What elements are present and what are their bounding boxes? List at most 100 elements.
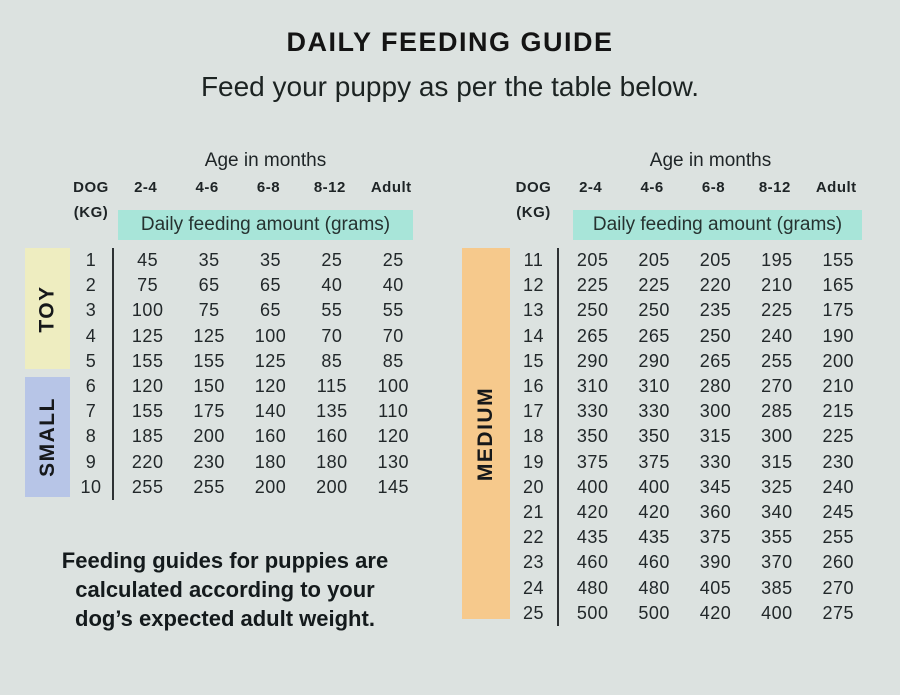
amount-cell: 210 bbox=[822, 376, 855, 397]
value-cells: 265 265 250 240 190 bbox=[557, 323, 869, 349]
amount-cell: 120 bbox=[377, 426, 410, 447]
kg-cell: 21 bbox=[522, 501, 545, 522]
amount-cell: 500 bbox=[638, 602, 670, 623]
amount-cell: 65 bbox=[259, 300, 281, 321]
amount-cell: 310 bbox=[638, 376, 670, 397]
feeding-amount-header: Daily feeding amount (grams) bbox=[573, 210, 862, 240]
kg-cell: 4 bbox=[85, 325, 97, 346]
table-row: 20 400 400 345 325 240 bbox=[510, 474, 869, 500]
amount-cell: 200 bbox=[254, 476, 287, 497]
amount-cell: 240 bbox=[822, 476, 855, 497]
amount-cell: 200 bbox=[822, 350, 855, 371]
value-cells: 45 35 35 25 25 bbox=[112, 248, 424, 274]
value-cells: 225 225 220 210 165 bbox=[557, 273, 869, 299]
amount-cell: 230 bbox=[822, 451, 855, 472]
table-row: 24 480 480 405 385 270 bbox=[510, 575, 869, 601]
table-row: 18 350 350 315 300 225 bbox=[510, 424, 869, 450]
age-col-header: 8-12 bbox=[758, 179, 791, 196]
kg-cell: 12 bbox=[522, 275, 545, 296]
value-cells: 330 330 300 285 215 bbox=[557, 399, 869, 425]
size-band-label: TOY bbox=[35, 284, 59, 333]
feeding-table-medium: Age in months DOG (KG) 2-4 4-6 6-8 8-12 Adul… bbox=[462, 148, 865, 648]
amount-cell: 230 bbox=[193, 451, 225, 472]
value-cells: 420 420 360 340 245 bbox=[557, 499, 869, 526]
amount-cell: 75 bbox=[198, 300, 220, 321]
amount-cell: 235 bbox=[699, 300, 732, 321]
amount-cell: 345 bbox=[699, 476, 732, 497]
amount-cell: 205 bbox=[638, 250, 670, 271]
table-rows: 11 205 205 205 195 155 12 225 225 220 210 165 13 250 2… bbox=[510, 248, 869, 626]
amount-cell: 150 bbox=[193, 376, 225, 397]
amount-cell: 385 bbox=[761, 577, 793, 598]
amount-cell: 420 bbox=[576, 501, 609, 522]
amount-cell: 225 bbox=[576, 275, 609, 296]
amount-cell: 120 bbox=[254, 376, 287, 397]
kg-cell: 10 bbox=[80, 476, 102, 497]
kg-column-header: (KG) bbox=[73, 204, 109, 221]
table-row: 16 310 310 280 270 210 bbox=[510, 373, 869, 400]
amount-cell: 160 bbox=[254, 426, 287, 447]
value-cells: 155 175 140 135 110 bbox=[112, 399, 424, 425]
dog-column-header: DOG bbox=[73, 179, 109, 196]
amount-cell: 110 bbox=[378, 401, 409, 422]
amount-cell: 85 bbox=[382, 350, 404, 371]
kg-cell: 6 bbox=[85, 376, 97, 397]
table-row: 21 420 420 360 340 245 bbox=[510, 499, 869, 526]
amount-cell: 240 bbox=[761, 325, 793, 346]
table-row: 11 205 205 205 195 155 bbox=[510, 248, 869, 274]
kg-cell: 18 bbox=[522, 426, 545, 447]
amount-cell: 40 bbox=[382, 275, 404, 296]
amount-cell: 480 bbox=[576, 577, 609, 598]
amount-cell: 360 bbox=[699, 501, 732, 522]
amount-cell: 325 bbox=[761, 476, 793, 497]
table-row: 13 250 250 235 225 175 bbox=[510, 298, 869, 324]
dog-column-header: DOG bbox=[515, 179, 552, 196]
amount-cell: 180 bbox=[254, 451, 287, 472]
feeding-amount-header: Daily feeding amount (grams) bbox=[118, 210, 413, 240]
kg-cell: 11 bbox=[523, 250, 544, 271]
amount-cell: 290 bbox=[638, 350, 670, 371]
table-row: 6 120 150 120 115 100 bbox=[70, 373, 424, 400]
amount-cell: 160 bbox=[316, 426, 348, 447]
size-band-medium: MEDIUM bbox=[462, 248, 510, 619]
age-col-header: Adult bbox=[370, 179, 412, 196]
amount-cell: 65 bbox=[259, 275, 281, 296]
kg-cell: 1 bbox=[85, 250, 97, 271]
amount-cell: 125 bbox=[193, 325, 225, 346]
amount-cell: 225 bbox=[822, 426, 855, 447]
table-row: 2 75 65 65 40 40 bbox=[70, 273, 424, 299]
value-cells: 75 65 65 40 40 bbox=[112, 273, 424, 299]
value-cells: 480 480 405 385 270 bbox=[557, 575, 869, 601]
value-cells: 310 310 280 270 210 bbox=[557, 373, 869, 400]
table-row: 19 375 375 330 315 230 bbox=[510, 449, 869, 475]
amount-cell: 120 bbox=[131, 376, 164, 397]
amount-cell: 35 bbox=[259, 250, 281, 271]
value-cells: 185 200 160 160 120 bbox=[112, 424, 424, 450]
value-cells: 125 125 100 70 70 bbox=[112, 323, 424, 349]
value-cells: 500 500 420 400 275 bbox=[557, 600, 869, 626]
value-cells: 100 75 65 55 55 bbox=[112, 298, 424, 324]
kg-cell: 3 bbox=[85, 300, 97, 321]
amount-cell: 220 bbox=[699, 275, 732, 296]
amount-cell: 130 bbox=[377, 451, 410, 472]
table-rows: 1 45 35 35 25 25 2 75 65 65 40 40 3 100 75 65 55 55 4 125 12… bbox=[70, 248, 424, 500]
amount-cell: 315 bbox=[699, 426, 732, 447]
table-row: 1 45 35 35 25 25 bbox=[70, 248, 424, 274]
amount-cell: 250 bbox=[638, 300, 670, 321]
amount-cell: 55 bbox=[382, 300, 404, 321]
amount-cell: 330 bbox=[699, 451, 732, 472]
amount-cell: 45 bbox=[137, 250, 159, 271]
amount-cell: 350 bbox=[576, 426, 609, 447]
amount-cell: 300 bbox=[761, 426, 793, 447]
amount-cell: 175 bbox=[822, 300, 855, 321]
amount-cell: 315 bbox=[761, 451, 793, 472]
value-cells: 435 435 375 355 255 bbox=[557, 525, 869, 551]
age-col-header: 8-12 bbox=[313, 179, 346, 196]
amount-cell: 35 bbox=[198, 250, 220, 271]
kg-cell: 13 bbox=[522, 300, 545, 321]
amount-cell: 210 bbox=[761, 275, 793, 296]
amount-cell: 350 bbox=[638, 426, 670, 447]
amount-cell: 200 bbox=[193, 426, 225, 447]
amount-cell: 390 bbox=[699, 552, 732, 573]
age-col-header: 6-8 bbox=[701, 179, 726, 196]
